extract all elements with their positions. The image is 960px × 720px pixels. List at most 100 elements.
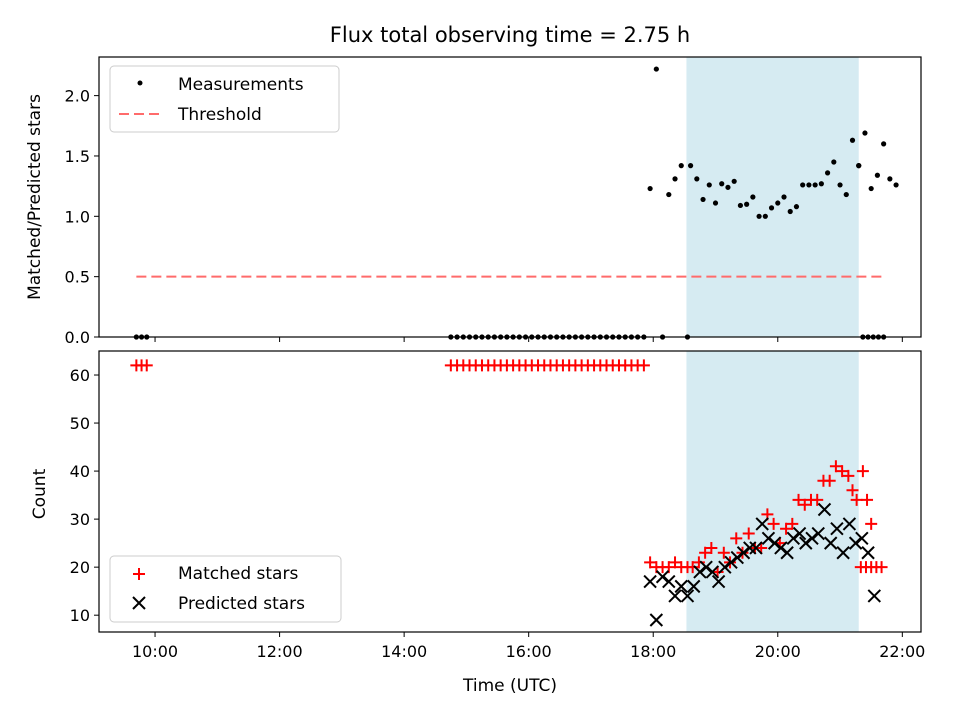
- predicted-star-point: [705, 565, 720, 579]
- bottom-x-ticks: 10:00 12:00 14:00 16:00 18:00 20:00 22:00: [132, 632, 925, 661]
- predicted-star-point: [836, 546, 850, 560]
- matched-star-point: [669, 556, 682, 569]
- predicted-star-point: [655, 570, 670, 584]
- measurement-point: [731, 178, 737, 184]
- predicted-star-point: [718, 560, 732, 574]
- predicted-star-point: [743, 541, 757, 555]
- predicted-star-point: [817, 502, 832, 517]
- predicted-star-point: [830, 522, 844, 536]
- measurement-point: [856, 163, 862, 169]
- matched-star-point: [637, 359, 650, 372]
- matched-star-point: [875, 561, 888, 574]
- measurement-point: [806, 182, 812, 188]
- predicted-star-point: [780, 546, 794, 560]
- predicted-star-point: [730, 550, 745, 565]
- measurement-point: [653, 66, 659, 72]
- predicted-star-point: [643, 574, 657, 589]
- legend-predicted-label: Predicted stars: [178, 594, 305, 614]
- x-axis-label: Time (UTC): [462, 676, 557, 696]
- measurement-point: [893, 182, 899, 188]
- top-panel: 0.0 0.5 1.0 1.5 2.0 Flux total observing tim…: [25, 23, 922, 347]
- predicted-star-point: [823, 536, 838, 550]
- predicted-star-point: [799, 536, 813, 550]
- measurement-point: [781, 194, 787, 200]
- top-legend: Measurements Threshold: [109, 65, 340, 133]
- bottom-legend: Matched stars Predicted stars: [109, 555, 342, 623]
- predicted-star-point: [699, 560, 713, 574]
- matched-star-point: [842, 469, 855, 482]
- top-y-ticks: 0.0 0.5 1.0 1.5 2.0: [65, 87, 99, 347]
- legend-measurements-label: Measurements: [178, 75, 304, 95]
- measurement-point: [787, 208, 793, 215]
- bottom-panel: 10 20 30 40 50 60 10:00 12:00 14:00 16:00 18:00 20…: [30, 350, 925, 696]
- predicted-star-point: [767, 536, 782, 550]
- bottom-points: [130, 359, 888, 627]
- predicted-star-point: [848, 536, 863, 550]
- matched-star-point: [767, 517, 780, 530]
- measurement-point: [737, 202, 744, 209]
- matched-star-point: [730, 532, 743, 545]
- measurement-point: [712, 200, 719, 206]
- matched-star-point: [792, 493, 805, 506]
- measurement-point: [666, 191, 672, 198]
- legend-threshold-label: Threshold: [177, 105, 262, 125]
- measurement-point: [756, 213, 762, 219]
- measurement-point: [678, 163, 684, 169]
- bottom-y-tick-label: 20: [70, 558, 90, 577]
- top-y-tick-label: 2.0: [65, 87, 90, 106]
- measurement-point: [837, 182, 843, 188]
- matched-star-point: [829, 460, 842, 473]
- matched-star-point: [742, 527, 755, 540]
- measurement-point: [862, 130, 868, 136]
- measurement-point: [700, 196, 706, 203]
- matched-star-point: [798, 498, 811, 511]
- measurement-point: [672, 176, 678, 182]
- legend-matched-marker: [133, 568, 145, 580]
- matched-star-point: [786, 517, 799, 530]
- predicted-star-point: [867, 589, 882, 603]
- measurement-point: [725, 184, 731, 190]
- measurement-point: [647, 185, 653, 192]
- top-y-tick-label: 1.0: [65, 207, 90, 226]
- top-y-tick-label: 1.5: [65, 147, 90, 166]
- top-x-ticks: [154, 337, 903, 342]
- x-tick-label: 10:00: [132, 642, 178, 661]
- predicted-star-point: [711, 574, 726, 589]
- matched-star-point: [780, 522, 793, 535]
- matched-star-point: [856, 465, 869, 478]
- predicted-star-point: [680, 589, 695, 603]
- measurement-point: [881, 141, 887, 147]
- predicted-star-point: [855, 531, 869, 546]
- matched-star-point: [836, 465, 849, 478]
- x-tick-label: 22:00: [879, 642, 925, 661]
- predicted-star-point: [761, 531, 776, 546]
- matched-star-point: [705, 541, 718, 554]
- measurement-point: [744, 201, 750, 207]
- bottom-y-tick-label: 40: [70, 462, 90, 481]
- measurement-point: [719, 181, 725, 187]
- predicted-star-point: [668, 589, 682, 603]
- predicted-star-point: [861, 546, 875, 560]
- measurement-point: [793, 204, 800, 210]
- x-tick-label: 14:00: [381, 642, 427, 661]
- chart-title: Flux total observing time = 2.75 h: [330, 23, 690, 47]
- top-y-tick-label: 0.5: [65, 268, 90, 287]
- predicted-star-point: [749, 541, 763, 555]
- bottom-axes-frame: [98, 350, 922, 633]
- matched-star-point: [686, 561, 699, 574]
- bottom-y-axis-label: Count: [30, 468, 50, 519]
- bottom-y-ticks: 10 20 30 40 50 60: [70, 366, 99, 625]
- predicted-star-point: [686, 579, 701, 594]
- predicted-star-point: [786, 531, 801, 546]
- matched-star-point: [846, 484, 859, 497]
- measurement-point: [818, 181, 824, 187]
- legend-predicted-marker: [132, 596, 146, 610]
- measurement-point: [874, 172, 881, 178]
- measurement-point: [775, 200, 781, 206]
- bottom-y-tick-label: 10: [70, 606, 90, 625]
- x-tick-label: 12:00: [257, 642, 303, 661]
- matched-star-point: [823, 474, 836, 487]
- top-y-axis-label: Matched/Predicted stars: [25, 94, 45, 300]
- matched-star-point: [692, 556, 705, 569]
